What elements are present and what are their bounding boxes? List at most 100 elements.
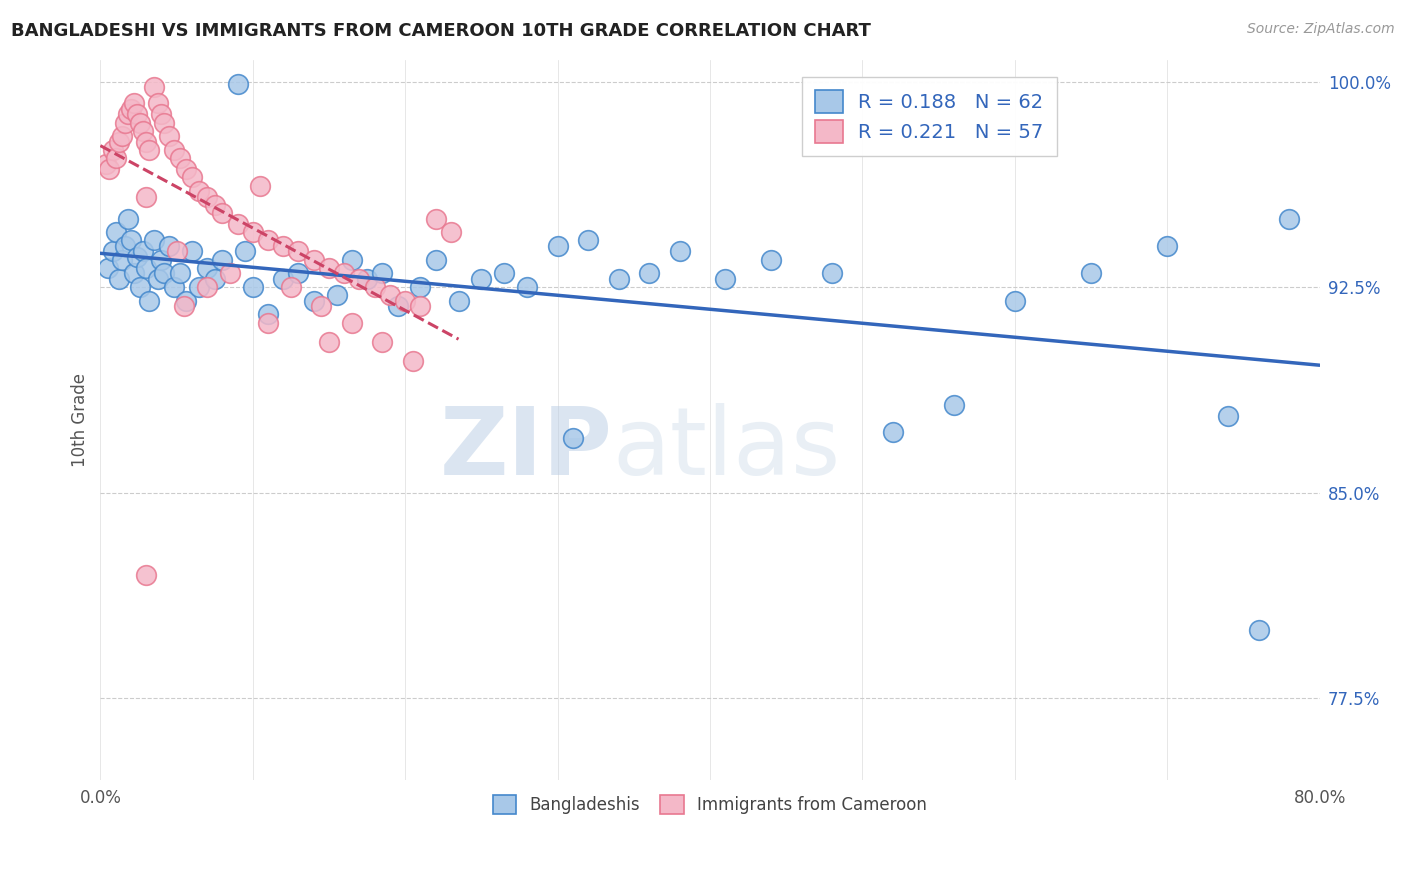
Point bbox=[125, 250, 148, 264]
Point bbox=[409, 280, 432, 294]
Point bbox=[547, 239, 569, 253]
Point bbox=[226, 77, 249, 91]
Point bbox=[132, 124, 155, 138]
Point bbox=[219, 266, 242, 280]
Point bbox=[318, 334, 340, 349]
Point bbox=[120, 102, 142, 116]
Point bbox=[233, 244, 256, 259]
Point bbox=[174, 293, 197, 308]
Point bbox=[204, 272, 226, 286]
Point bbox=[302, 252, 325, 267]
Point bbox=[759, 252, 782, 267]
Point bbox=[101, 143, 124, 157]
Point bbox=[211, 252, 233, 267]
Point bbox=[425, 252, 447, 267]
Point bbox=[157, 129, 180, 144]
Point bbox=[150, 107, 173, 121]
Point bbox=[101, 244, 124, 259]
Point bbox=[135, 189, 157, 203]
Point bbox=[111, 129, 134, 144]
Point bbox=[257, 234, 280, 248]
Point bbox=[1004, 293, 1026, 308]
Point bbox=[242, 225, 264, 239]
Point bbox=[125, 107, 148, 121]
Point bbox=[333, 266, 356, 280]
Point bbox=[821, 266, 844, 280]
Point bbox=[470, 272, 492, 286]
Point bbox=[138, 293, 160, 308]
Point bbox=[249, 178, 271, 193]
Point bbox=[107, 135, 129, 149]
Point bbox=[409, 299, 432, 313]
Point bbox=[371, 266, 394, 280]
Point bbox=[195, 260, 218, 275]
Point bbox=[340, 252, 363, 267]
Point bbox=[142, 80, 165, 95]
Point bbox=[440, 225, 463, 239]
Text: Source: ZipAtlas.com: Source: ZipAtlas.com bbox=[1247, 22, 1395, 37]
Point bbox=[174, 162, 197, 177]
Point bbox=[1278, 211, 1301, 226]
Point bbox=[257, 316, 280, 330]
Point bbox=[153, 115, 176, 129]
Point bbox=[188, 280, 211, 294]
Point bbox=[120, 234, 142, 248]
Point bbox=[204, 198, 226, 212]
Point bbox=[129, 115, 152, 129]
Point bbox=[371, 334, 394, 349]
Point bbox=[257, 308, 280, 322]
Point bbox=[148, 96, 170, 111]
Point bbox=[188, 184, 211, 198]
Point bbox=[138, 143, 160, 157]
Point bbox=[122, 266, 145, 280]
Point bbox=[135, 135, 157, 149]
Point bbox=[162, 280, 184, 294]
Point bbox=[173, 299, 195, 313]
Point bbox=[104, 225, 127, 239]
Point bbox=[387, 299, 409, 313]
Point bbox=[714, 272, 737, 286]
Point bbox=[195, 280, 218, 294]
Point bbox=[98, 162, 121, 177]
Point bbox=[942, 398, 965, 412]
Point bbox=[356, 272, 378, 286]
Point bbox=[96, 157, 118, 171]
Point bbox=[494, 266, 516, 280]
Point bbox=[180, 244, 202, 259]
Point bbox=[226, 217, 249, 231]
Point bbox=[668, 244, 690, 259]
Point bbox=[114, 115, 136, 129]
Point bbox=[302, 293, 325, 308]
Legend: Bangladeshis, Immigrants from Cameroon: Bangladeshis, Immigrants from Cameroon bbox=[481, 783, 939, 826]
Point bbox=[280, 280, 302, 294]
Point bbox=[169, 266, 191, 280]
Point bbox=[318, 260, 340, 275]
Point bbox=[97, 260, 120, 275]
Point bbox=[117, 211, 139, 226]
Point bbox=[561, 431, 583, 445]
Point bbox=[378, 288, 401, 302]
Point bbox=[111, 252, 134, 267]
Point bbox=[150, 252, 173, 267]
Point bbox=[311, 299, 333, 313]
Point bbox=[129, 280, 152, 294]
Point bbox=[153, 266, 176, 280]
Text: atlas: atlas bbox=[613, 403, 841, 495]
Point bbox=[394, 293, 416, 308]
Point bbox=[122, 96, 145, 111]
Point bbox=[340, 316, 363, 330]
Point bbox=[882, 425, 904, 440]
Point bbox=[402, 354, 425, 368]
Point bbox=[576, 234, 599, 248]
Text: BANGLADESHI VS IMMIGRANTS FROM CAMEROON 10TH GRADE CORRELATION CHART: BANGLADESHI VS IMMIGRANTS FROM CAMEROON … bbox=[11, 22, 872, 40]
Point bbox=[1218, 409, 1240, 423]
Point bbox=[349, 272, 371, 286]
Text: ZIP: ZIP bbox=[440, 403, 613, 495]
Point bbox=[114, 239, 136, 253]
Point bbox=[1156, 239, 1178, 253]
Point bbox=[325, 288, 347, 302]
Point bbox=[180, 170, 202, 185]
Point bbox=[516, 280, 538, 294]
Point bbox=[195, 189, 218, 203]
Point bbox=[104, 151, 127, 165]
